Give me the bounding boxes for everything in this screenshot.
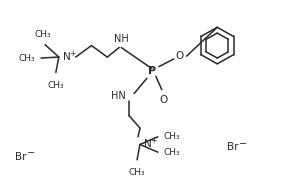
Text: O: O [160,96,168,105]
Text: N: N [144,140,152,149]
Text: NH: NH [114,34,129,44]
Text: −: − [239,138,247,148]
Text: +: + [69,49,75,58]
Text: P: P [148,66,156,76]
Text: HN: HN [111,91,126,102]
Text: CH₃: CH₃ [129,168,145,177]
Text: Br: Br [15,152,27,162]
Text: O: O [175,51,184,61]
Text: CH₃: CH₃ [164,132,180,141]
Text: Br: Br [227,142,239,152]
Text: CH₃: CH₃ [18,53,35,62]
Text: +: + [150,136,156,145]
Text: CH₃: CH₃ [164,148,180,157]
Text: N: N [63,52,70,62]
Text: −: − [27,148,35,158]
Text: CH₃: CH₃ [35,30,51,39]
Text: CH₃: CH₃ [48,81,64,90]
